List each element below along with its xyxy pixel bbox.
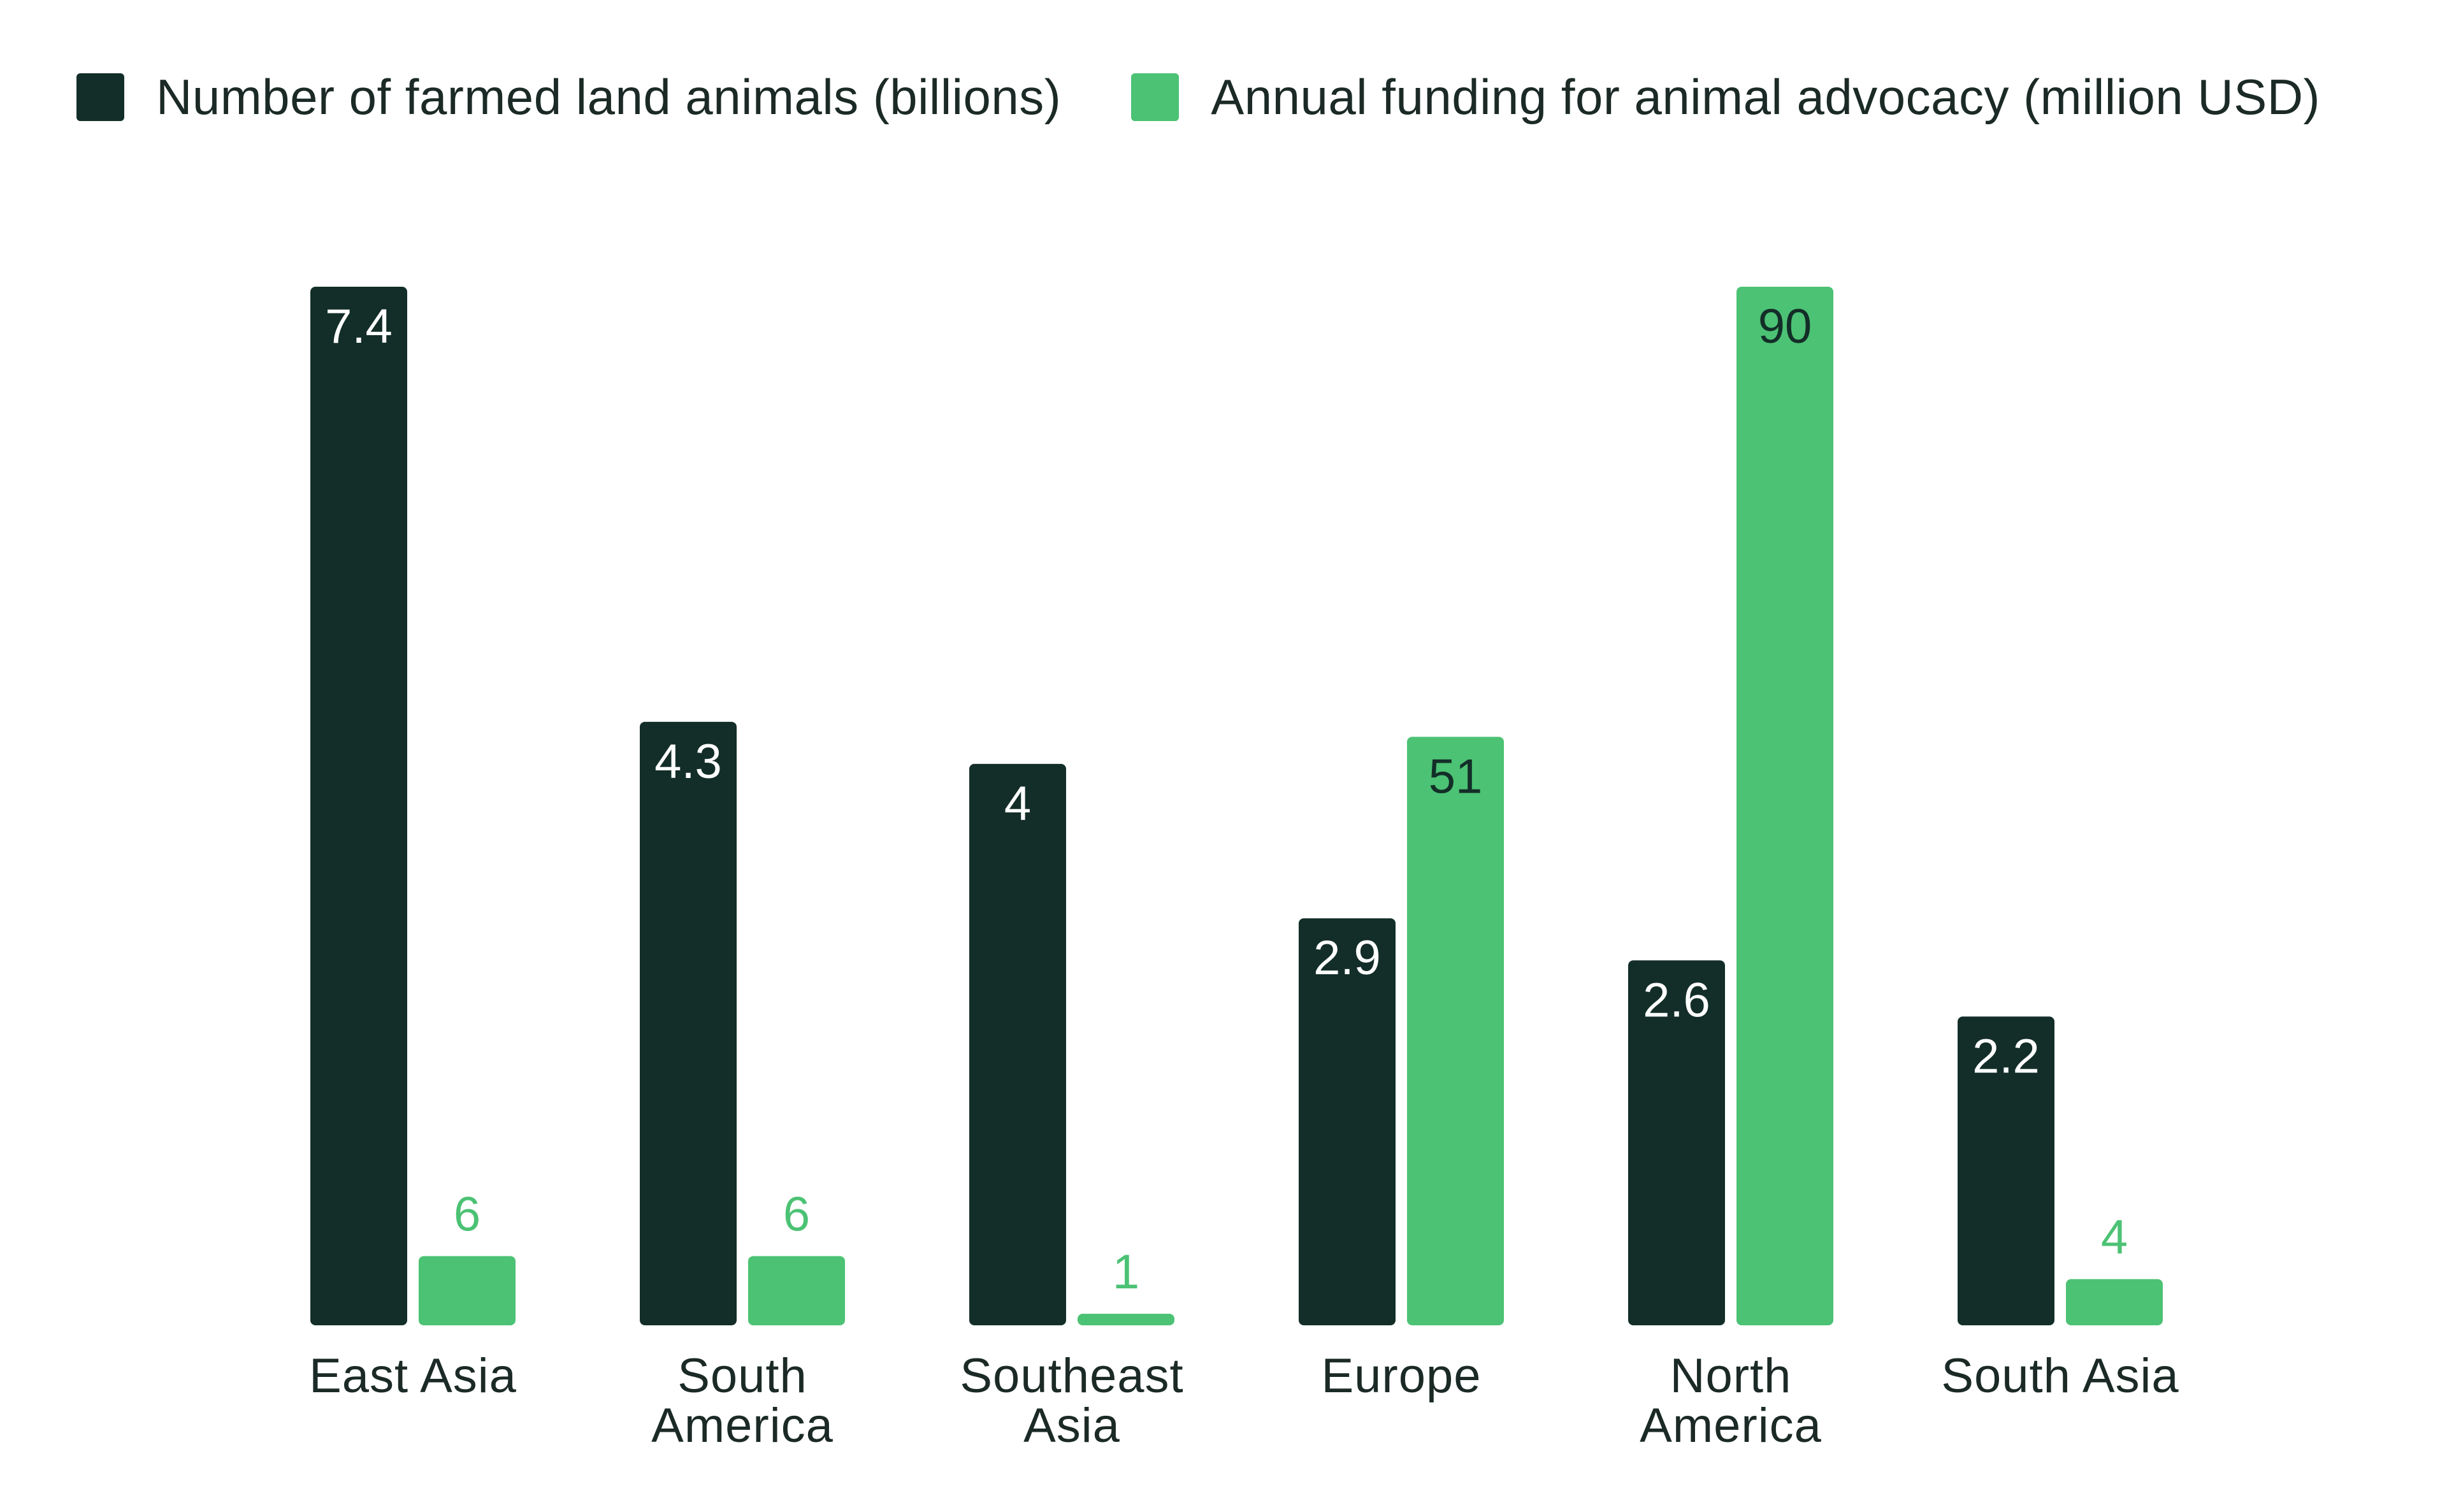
category-label-southeast-asia-line1: Southeast [960, 1349, 1183, 1403]
category-label-north-america-line1: North [1670, 1349, 1792, 1403]
bar-funding-south-asia [2066, 1279, 2163, 1325]
legend-swatch-dark [76, 73, 124, 121]
bar-animals-east-asia [310, 287, 407, 1325]
category-label-southeast-asia-line2: Asia [1023, 1399, 1120, 1453]
bar-animals-north-america [1628, 960, 1725, 1325]
data-label-funding-south-america: 6 [783, 1187, 810, 1241]
data-label-funding-europe: 51 [1429, 749, 1483, 803]
data-label-animals-south-america: 4.3 [654, 735, 722, 789]
bar-funding-europe [1407, 737, 1504, 1325]
chart-legend: Number of farmed land animals (billions)… [76, 69, 2390, 125]
data-label-funding-southeast-asia: 1 [1113, 1245, 1139, 1299]
bar-funding-east-asia [419, 1256, 516, 1325]
bar-animals-south-asia [1958, 1016, 2054, 1325]
category-label-south-america-line1: South [677, 1349, 807, 1403]
category-label-south-asia: South Asia [1941, 1349, 2179, 1403]
bar-animals-south-america [640, 721, 737, 1325]
category-label-north-america-line2: America [1640, 1399, 1822, 1453]
legend-item-farmed-animals: Number of farmed land animals (billions) [76, 68, 1061, 126]
legend-item-advocacy-funding: Annual funding for animal advocacy (mill… [1131, 68, 2320, 126]
bar-animals-europe [1299, 918, 1396, 1325]
legend-label-farmed-animals: Number of farmed land animals (billions) [156, 68, 1062, 125]
legend-label-advocacy-funding: Annual funding for animal advocacy (mill… [1211, 68, 2321, 125]
category-label-south-america-line2: America [651, 1399, 834, 1453]
data-label-animals-southeast-asia: 4 [1004, 777, 1031, 831]
data-label-animals-north-america: 2.6 [1643, 973, 1710, 1027]
data-label-funding-north-america: 90 [1758, 299, 1812, 354]
bar-animals-southeast-asia [969, 763, 1066, 1325]
data-label-animals-east-asia: 7.4 [325, 299, 393, 354]
legend-swatch-green [1131, 73, 1180, 121]
bar-funding-south-america [748, 1256, 845, 1325]
data-label-funding-east-asia: 6 [454, 1187, 480, 1241]
data-label-animals-europe: 2.9 [1313, 931, 1381, 985]
bar-funding-north-america [1736, 287, 1833, 1325]
category-label-east-asia: East Asia [309, 1349, 517, 1403]
data-label-funding-south-asia: 4 [2101, 1211, 2128, 1265]
data-label-animals-south-asia: 2.2 [1972, 1029, 2040, 1083]
category-label-europe: Europe [1321, 1349, 1481, 1403]
bar-funding-southeast-asia [1078, 1313, 1174, 1325]
